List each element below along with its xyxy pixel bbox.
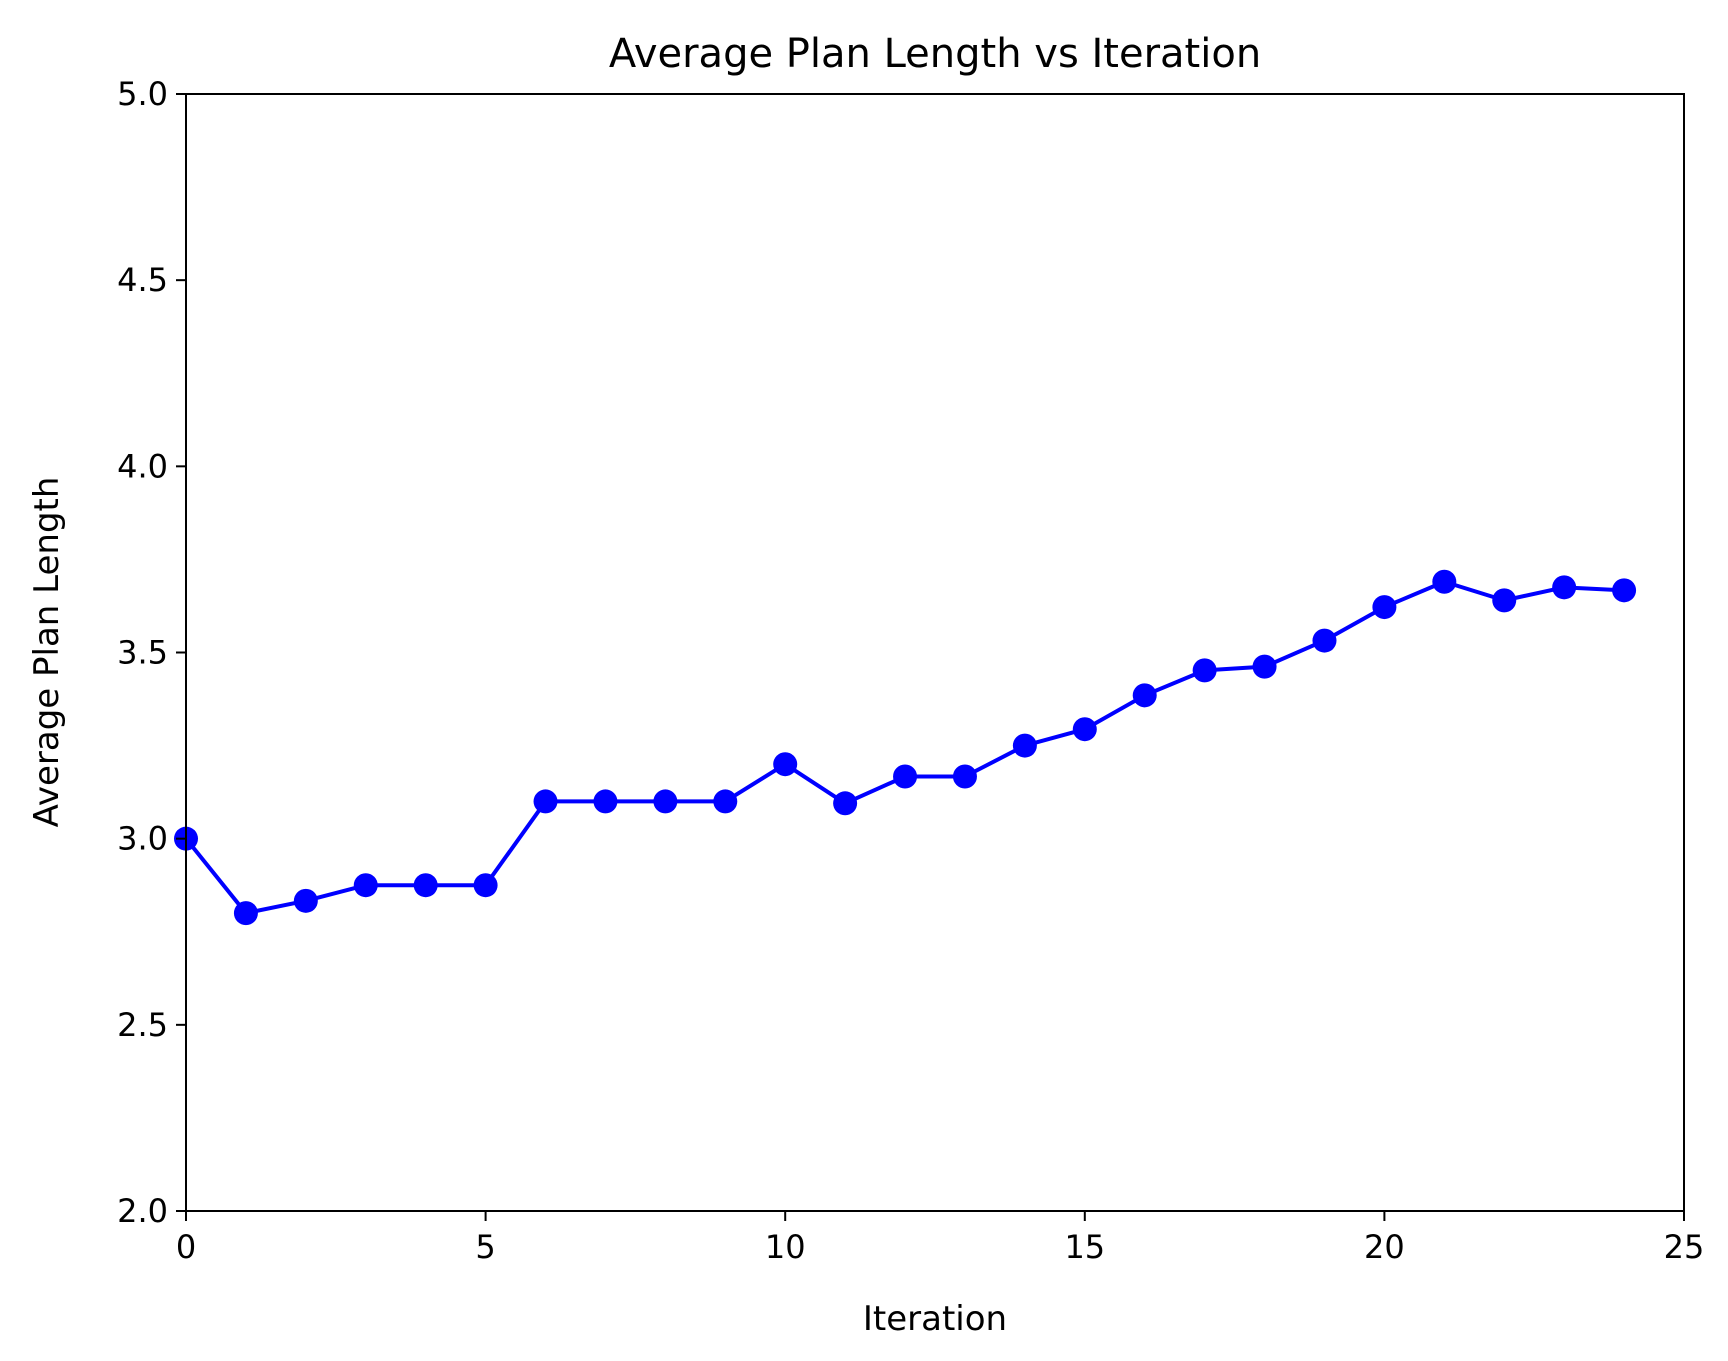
data-point [1012,733,1037,758]
data-point [1252,654,1277,679]
y-axis-ticks: 2.0 2.5 3.0 3.5 4.0 4.5 5.0 [117,75,186,1230]
y-axis-label: Average Plan Length [27,477,67,828]
x-tick-label: 15 [1064,1228,1105,1266]
data-point [293,888,318,913]
x-tick-label: 20 [1364,1228,1405,1266]
data-point [413,873,438,898]
data-point [233,901,258,926]
chart-title: Average Plan Length vs Iteration [609,31,1261,77]
data-point [1132,683,1157,708]
series-layer [174,569,1637,926]
data-point [1072,717,1097,742]
x-tick-label: 5 [475,1228,495,1266]
data-point [713,789,738,814]
data-point [473,873,498,898]
data-point [1612,578,1637,603]
x-tick-label: 0 [176,1228,196,1266]
data-point [952,764,977,789]
data-point [533,789,558,814]
y-tick-label: 3.5 [117,634,168,672]
data-point [1372,595,1397,620]
y-tick-label: 2.5 [117,1006,168,1044]
y-tick-label: 4.5 [117,261,168,299]
x-axis-ticks: 0 5 10 15 20 25 [176,1211,1705,1266]
x-tick-label: 10 [765,1228,806,1266]
data-point [833,791,858,816]
data-point [353,873,378,898]
y-tick-label: 2.0 [117,1192,168,1230]
data-point [653,789,678,814]
data-point [1492,588,1517,613]
plot-frame [185,93,1685,1212]
data-point [1192,658,1217,683]
plot-background [186,94,1684,1211]
data-point [1432,569,1457,594]
data-point [593,789,618,814]
y-tick-label: 5.0 [117,75,168,113]
data-point [1552,575,1577,600]
x-tick-label: 25 [1664,1228,1705,1266]
x-axis-label: Iteration [863,1299,1007,1339]
data-point [893,764,918,789]
data-point [1312,628,1337,653]
y-tick-label: 4.0 [117,447,168,485]
data-point [773,752,798,777]
y-tick-label: 3.0 [117,820,168,858]
